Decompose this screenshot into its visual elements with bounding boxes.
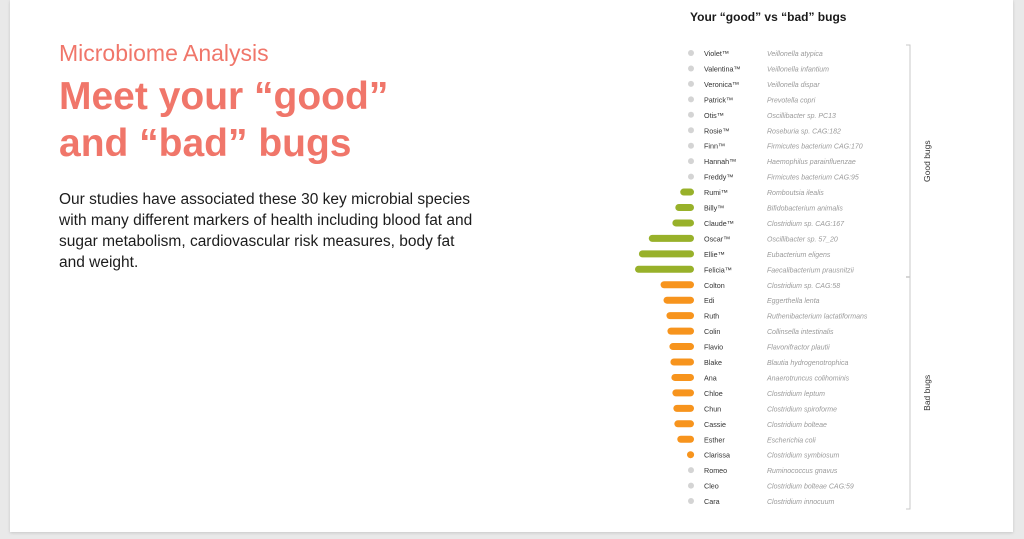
species-name-label: Ruthenibacterium lactatiformans <box>767 314 868 321</box>
body-paragraph: Our studies have associated these 30 key… <box>59 191 473 271</box>
bug-name-label: Cara <box>704 497 720 506</box>
species-name-label: Clostridium leptum <box>767 391 825 398</box>
species-name-label: Clostridium innocuum <box>767 499 834 506</box>
species-name-label: Flavonifractor plautii <box>767 345 830 352</box>
neutral-bug-dot <box>688 482 694 489</box>
bad-bugs-group-label: Bad bugs <box>922 375 932 411</box>
species-name-label: Clostridium bolteae <box>767 422 827 429</box>
neutral-bug-dot <box>688 96 694 103</box>
bug-name-label: Flavio <box>704 343 723 352</box>
neutral-bug-dot <box>688 111 694 118</box>
good-bugs-bracket <box>906 44 911 278</box>
species-name-label: Faecalibacterium prausnitzii <box>767 267 854 274</box>
bug-name-label: Billy™ <box>704 204 724 213</box>
bug-name-label: Felicia™ <box>704 265 732 274</box>
neutral-bug-dot <box>688 142 694 149</box>
bug-name-label: Otis™ <box>704 111 724 120</box>
species-name-label: Collinsella intestinalis <box>767 329 834 336</box>
species-name-label: Eggerthella lenta <box>767 298 820 305</box>
bug-name-label: Claude™ <box>704 219 734 228</box>
bug-name-label: Valentina™ <box>704 64 741 73</box>
bug-name-label: Cassie <box>704 420 726 429</box>
headline-line-1: Meet your “good” <box>59 75 389 118</box>
neutral-bug-dot <box>688 127 694 134</box>
species-name-label: Prevotella copri <box>767 97 816 104</box>
bug-name-label: Clarissa <box>704 451 730 460</box>
bug-name-label: Chun <box>704 404 721 413</box>
species-name-label: Haemophilus parainfluenzae <box>767 159 856 166</box>
bug-name-label: Finn™ <box>704 142 725 151</box>
bug-name-label: Cleo <box>704 482 719 491</box>
species-name-label: Clostridium bolteae CAG:59 <box>767 484 854 491</box>
species-name-label: Romboutsia ilealis <box>767 190 824 197</box>
bad-bugs-bracket <box>906 276 911 510</box>
bug-name-label: Freddy™ <box>704 173 734 182</box>
bug-name-label: Rosie™ <box>704 126 730 135</box>
species-name-label: Bifidobacterium animalis <box>767 206 843 213</box>
bug-name-label: Chloe <box>704 389 723 398</box>
good-bugs-group-label: Good bugs <box>922 140 932 182</box>
page-headline: Meet your “good” and “bad” bugs <box>59 73 479 167</box>
bug-chart: Violet™ Veillonella atypica Valentina™ Veil… <box>635 44 932 510</box>
species-name-label: Clostridium sp. CAG:167 <box>767 221 845 228</box>
neutral-bug-dot <box>688 158 694 165</box>
bug-name-label: Violet™ <box>704 49 729 58</box>
neutral-bug-dot <box>688 498 694 505</box>
species-name-label: Clostridium spiroforme <box>767 406 837 413</box>
species-name-label: Veillonella atypica <box>767 51 823 58</box>
bug-name-label: Ellie™ <box>704 250 725 259</box>
bug-name-label: Colton <box>704 281 725 290</box>
species-name-label: Firmicutes bacterium CAG:170 <box>767 144 863 151</box>
bug-name-label: Edi <box>704 296 715 305</box>
species-name-label: Clostridium symbiosum <box>767 453 840 460</box>
document-page: Microbiome Analysis Meet your “good” and… <box>10 0 1013 532</box>
bug-name-label: Hannah™ <box>704 157 736 166</box>
species-name-label: Anaerotruncus colihominis <box>766 375 850 382</box>
species-name-label: Escherichia coli <box>767 437 816 444</box>
bug-name-label: Ruth <box>704 312 719 321</box>
neutral-bug-dot <box>688 80 694 87</box>
bug-name-label: Veronica™ <box>704 80 739 89</box>
species-name-label: Oscillibacter sp. 57_20 <box>767 236 838 243</box>
species-name-label: Veillonella infantium <box>767 66 829 73</box>
species-name-label: Eubacterium eligens <box>767 252 831 259</box>
bug-name-label: Esther <box>704 435 725 444</box>
section-kicker: Microbiome Analysis <box>59 40 269 66</box>
bug-name-label: Blake <box>704 358 722 367</box>
species-name-label: Blautia hydrogenotrophica <box>767 360 848 367</box>
bug-name-label: Patrick™ <box>704 95 733 104</box>
bug-name-label: Ana <box>704 373 717 382</box>
bug-name-label: Rumi™ <box>704 188 728 197</box>
species-name-label: Ruminococcus gnavus <box>767 468 838 475</box>
species-name-label: Firmicutes bacterium CAG:95 <box>767 175 859 182</box>
headline-line-2: and “bad” bugs <box>59 122 352 165</box>
species-name-label: Veillonella dispar <box>767 82 820 89</box>
neutral-bug-dot <box>688 65 694 72</box>
species-name-label: Clostridium sp. CAG:58 <box>767 283 840 290</box>
bug-name-label: Romeo <box>704 466 727 475</box>
species-name-label: Roseburia sp. CAG:182 <box>767 128 841 135</box>
neutral-bug-dot <box>688 173 694 180</box>
species-name-label: Oscillibacter sp. PC13 <box>767 113 836 120</box>
bug-name-label: Colin <box>704 327 720 336</box>
chart-title: Your “good” vs “bad” bugs <box>690 10 847 24</box>
bug-name-label: Oscar™ <box>704 234 730 243</box>
neutral-bug-dot <box>688 50 694 56</box>
neutral-bug-dot <box>688 467 694 474</box>
